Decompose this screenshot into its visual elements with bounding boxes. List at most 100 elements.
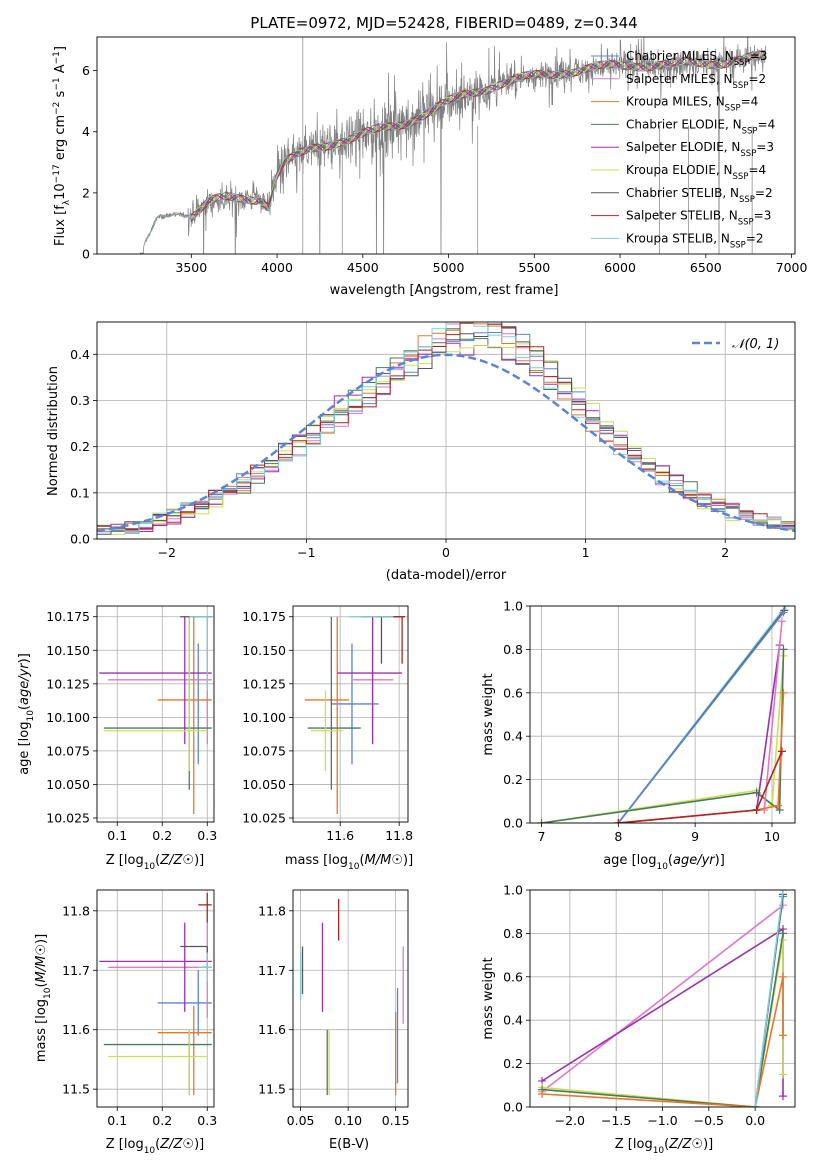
x-tick-label: 4000 bbox=[261, 260, 293, 275]
x-tick-label: 11.6 bbox=[326, 828, 354, 843]
x-tick-label: −2 bbox=[158, 545, 176, 560]
y-tick-label: 0.8 bbox=[503, 926, 523, 941]
y-tick-label: 11.8 bbox=[62, 903, 90, 918]
mass-weight-marker-salpeter_stelib bbox=[614, 819, 623, 823]
mass-weight-line-salpeter_miles bbox=[541, 904, 784, 1093]
x-tick-label: 0.2 bbox=[152, 828, 172, 843]
y-tick-label: 11.5 bbox=[258, 1082, 286, 1097]
x-tick-label: 0.1 bbox=[107, 828, 127, 843]
y-tick-label: 10.075 bbox=[242, 743, 286, 758]
mass-weight-marker-chabrier_elodie bbox=[537, 819, 546, 823]
plot-area-spectrum bbox=[139, 37, 767, 254]
x-tick-label: 8 bbox=[614, 829, 622, 844]
mass-weight-marker-salpeter_miles bbox=[777, 617, 786, 626]
x-tick-label: 0.3 bbox=[197, 828, 217, 843]
x-axis-label: wavelength [Angstrom, rest frame] bbox=[330, 283, 559, 298]
x-tick-label: 4500 bbox=[347, 260, 379, 275]
mass-weight-line-kroupa_stelib bbox=[754, 890, 784, 1107]
mass-weight-line-chabrier_elodie bbox=[541, 933, 784, 1107]
x-axis-label: Z [log10(Z/Z☉)] bbox=[106, 1137, 204, 1156]
y-tick-label: 10.050 bbox=[46, 777, 90, 792]
legend-label: Chabrier ELODIE, NSSP=4 bbox=[626, 117, 775, 136]
y-tick-label: 10.100 bbox=[46, 710, 90, 725]
x-tick-label: 3500 bbox=[175, 260, 207, 275]
y-tick-label: 0.3 bbox=[70, 393, 90, 408]
x-tick-label: −1.5 bbox=[601, 1113, 631, 1128]
plot-massweight_vs_age: 7 8 9 10 0.0 0.2 0.4 0.6 0.8 1.0 mass weight age [l… bbox=[481, 599, 796, 872]
plot-area-mass_vs_Z bbox=[99, 892, 212, 1096]
mass-weight-marker-kroupa_elodie bbox=[778, 1070, 787, 1079]
plot-mass_vs_ebv: 0.05 0.10 0.15 11.5 11.6 11.7 11.8 E(B-V) bbox=[258, 889, 410, 1152]
y-tick-label: 10.100 bbox=[242, 710, 286, 725]
legend-label: Kroupa MILES, NSSP=4 bbox=[626, 95, 758, 114]
axes-frame bbox=[96, 889, 215, 1108]
y-tick-label: 10.125 bbox=[46, 676, 90, 691]
y-tick-label: 10.125 bbox=[242, 676, 286, 691]
y-axis-label: mass weight bbox=[481, 673, 496, 755]
legend-label: Chabrier MILES, NSSP=3 bbox=[626, 49, 767, 68]
x-tick-label: 6000 bbox=[604, 260, 636, 275]
y-axis-label: mass weight bbox=[481, 957, 496, 1039]
y-tick-label: 1.0 bbox=[503, 883, 523, 898]
y-tick-label: 0.1 bbox=[70, 485, 90, 500]
y-tick-label: 0.0 bbox=[70, 532, 90, 547]
x-tick-label: 5000 bbox=[433, 260, 465, 275]
x-tick-label: 0.0 bbox=[745, 1113, 765, 1128]
x-tick-label: 1 bbox=[582, 545, 590, 560]
legend-label: 𝒩(0, 1) bbox=[732, 337, 779, 352]
mass-weight-marker-kroupa_miles bbox=[774, 801, 783, 810]
model-spectrum-salpeter_stelib bbox=[144, 50, 766, 242]
mass-weight-marker-kroupa_miles bbox=[779, 688, 788, 697]
axes-frame bbox=[529, 889, 796, 1108]
y-axis-label: mass [log10(M/M☉)] bbox=[34, 934, 53, 1062]
x-axis-label: age [log10(age/yr)] bbox=[603, 853, 725, 872]
y-tick-label: 0.6 bbox=[503, 969, 523, 984]
x-axis-label: mass [log10(M/M☉)] bbox=[285, 853, 413, 872]
residual-histogram-chabrier_stelib bbox=[97, 323, 795, 535]
y-tick-label: 10.175 bbox=[46, 609, 90, 624]
y-tick-label: 4 bbox=[82, 124, 90, 139]
mass-weight-marker-salpeter_stelib bbox=[777, 747, 786, 756]
axes-frame bbox=[96, 605, 215, 823]
y-tick-label: 10.075 bbox=[46, 743, 90, 758]
x-tick-label: 6500 bbox=[690, 260, 722, 275]
y-tick-label: 0.6 bbox=[503, 685, 523, 700]
x-tick-label: 0.05 bbox=[287, 1113, 315, 1128]
plot-area-age_vs_Z bbox=[99, 616, 212, 814]
plot-area-massweight_vs_age bbox=[537, 606, 790, 823]
axes-frame bbox=[529, 605, 796, 824]
y-tick-label: 0.2 bbox=[503, 772, 523, 787]
legend-label: Kroupa ELODIE, NSSP=4 bbox=[626, 163, 766, 182]
y-axis-label: Flux [fλ10−17 erg cm−2 s−1 A−1] bbox=[52, 46, 72, 246]
x-axis-label: (data-model)/error bbox=[386, 568, 507, 583]
y-tick-label: 1.0 bbox=[503, 599, 523, 614]
residual-histogram-salpeter_stelib bbox=[97, 322, 795, 531]
y-tick-label: 11.7 bbox=[62, 963, 90, 978]
y-tick-label: 10.175 bbox=[242, 609, 286, 624]
y-tick-label: 11.7 bbox=[258, 963, 286, 978]
mass-weight-marker-chabrier_miles bbox=[779, 608, 788, 617]
plot-area-mass_vs_ebv bbox=[299, 898, 404, 1096]
data-spectrum bbox=[139, 37, 767, 254]
normal-curve bbox=[97, 353, 795, 533]
legend-label: Salpeter STELIB, NSSP=3 bbox=[626, 209, 771, 228]
x-tick-label: 7 bbox=[538, 829, 546, 844]
y-tick-label: 0 bbox=[82, 247, 90, 262]
plot-mass_vs_Z: 0.1 0.2 0.3 11.5 11.6 11.7 11.8 Z [log10(Z/Z☉)]… bbox=[34, 889, 217, 1156]
y-tick-label: 11.5 bbox=[62, 1082, 90, 1097]
mass-weight-marker-kroupa_stelib bbox=[778, 890, 787, 894]
mass-weight-marker-chabrier_elodie bbox=[775, 805, 784, 814]
y-tick-label: 0.2 bbox=[70, 439, 90, 454]
x-tick-label: 0.15 bbox=[382, 1113, 410, 1128]
x-tick-label: 0.3 bbox=[197, 1113, 217, 1128]
axes-frame bbox=[96, 321, 796, 540]
spectrum-legend: Chabrier MILES, NSSP=3 Salpeter MILES, NS… bbox=[591, 49, 775, 250]
y-tick-label: 0.0 bbox=[503, 1100, 523, 1115]
legend-label: Salpeter MILES, NSSP=2 bbox=[626, 72, 766, 91]
y-tick-label: 11.6 bbox=[258, 1022, 286, 1037]
axes-frame bbox=[96, 36, 796, 255]
mass-weight-marker-kroupa_miles bbox=[778, 1031, 787, 1040]
x-tick-label: 11.8 bbox=[385, 828, 413, 843]
y-axis-label: Normed distribution bbox=[46, 366, 61, 496]
legend-label: Salpeter ELODIE, NSSP=3 bbox=[626, 140, 774, 159]
